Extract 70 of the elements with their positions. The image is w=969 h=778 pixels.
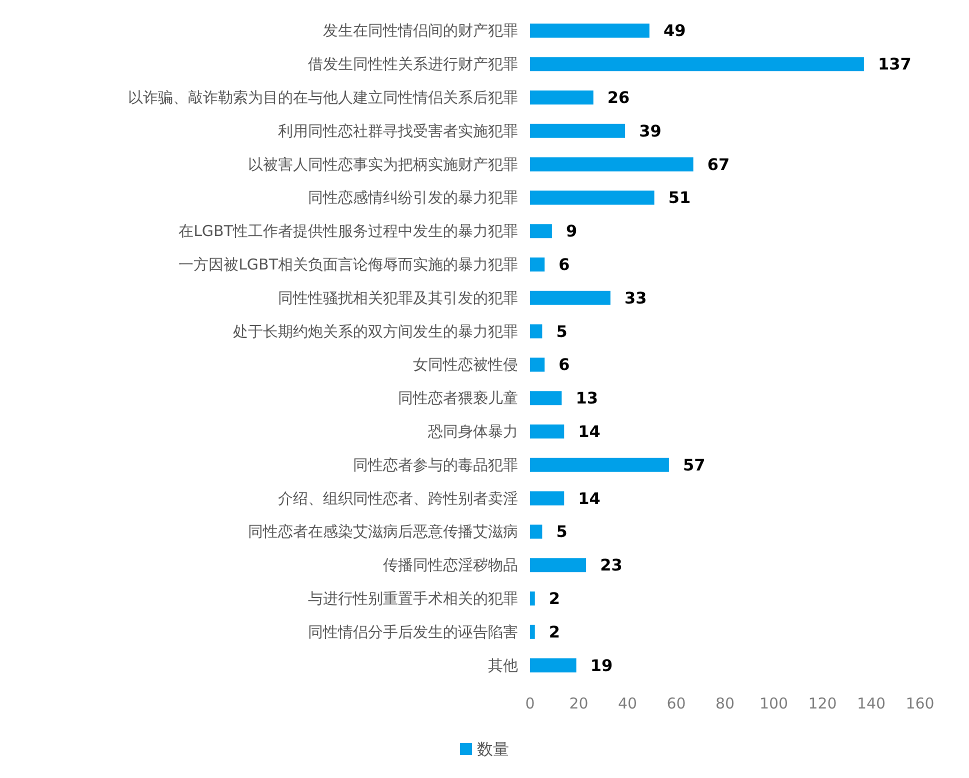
bar [530, 524, 542, 539]
y-tick-label: 同性情侣分手后发生的诬告陷害 [308, 622, 518, 641]
x-tick-label: 80 [715, 694, 735, 712]
legend-label: 数量 [477, 740, 509, 758]
y-tick-label: 与进行性别重置手术相关的犯罪 [308, 590, 518, 608]
bar [530, 290, 610, 305]
x-tick-label: 60 [666, 694, 686, 712]
y-tick-label: 同性恋者猥亵儿童 [398, 389, 518, 408]
y-tick-label: 利用同性恋社群寻找受害者实施犯罪 [278, 122, 518, 140]
data-label: 67 [707, 154, 730, 174]
x-tick-label: 140 [856, 694, 886, 712]
x-tick-label: 160 [906, 694, 934, 712]
data-label: 9 [566, 222, 578, 241]
bar [530, 624, 535, 639]
bar [530, 424, 564, 439]
y-tick-label: 同性性骚扰相关犯罪及其引发的犯罪 [278, 288, 518, 307]
data-label: 6 [558, 355, 570, 374]
bar [530, 591, 535, 606]
x-tick-label: 40 [618, 694, 638, 712]
y-tick-label: 女同性恋被性侵 [413, 356, 518, 374]
bar [530, 391, 562, 406]
bar [530, 24, 650, 38]
y-tick-label: 一方因被LGBT相关负面言论侮辱而实施的暴力犯罪 [178, 256, 518, 274]
bar [530, 558, 586, 572]
y-tick-label: 以诈骗、敲诈勒索为目的在与他人建立同性情侣关系后犯罪 [128, 88, 518, 106]
y-tick-label: 介绍、组织同性恋者、跨性别者卖淫 [278, 489, 518, 508]
y-tick-label: 其他 [488, 656, 518, 674]
x-tick-label: 120 [808, 694, 837, 712]
bar [530, 57, 864, 72]
y-tick-label: 同性恋者在感染艾滋病后恶意传播艾滋病 [248, 522, 518, 541]
y-tick-label: 传播同性恋淫秽物品 [383, 556, 518, 574]
bar [530, 157, 694, 172]
data-label: 39 [639, 121, 662, 140]
data-label: 2 [548, 622, 560, 642]
data-label: 137 [878, 54, 912, 74]
y-tick-label: 同性恋者参与的毒品犯罪 [353, 456, 518, 474]
y-tick-label: 在LGBT性工作者提供性服务过程中发生的暴力犯罪 [178, 222, 518, 240]
data-label: 6 [558, 255, 570, 274]
data-label: 2 [548, 589, 560, 608]
data-label: 14 [578, 488, 600, 508]
bar [530, 90, 594, 105]
data-label: 5 [556, 322, 568, 341]
data-label: 19 [590, 656, 613, 675]
bar [530, 257, 545, 272]
x-tick-label: 0 [525, 694, 535, 712]
y-tick-label: 发生在同性情侣间的财产犯罪 [323, 22, 518, 40]
data-label: 57 [682, 455, 706, 474]
data-label: 5 [556, 522, 568, 542]
data-label: 51 [668, 188, 691, 208]
bar [530, 190, 654, 205]
data-label: 23 [600, 556, 622, 575]
data-label: 26 [607, 88, 630, 107]
bar [530, 491, 564, 506]
data-label: 14 [578, 422, 600, 441]
data-label: 49 [663, 21, 686, 40]
bar [530, 658, 576, 672]
y-tick-label: 同性恋感情纠纷引发的暴力犯罪 [308, 188, 518, 207]
bar [530, 224, 552, 238]
bar [530, 458, 669, 472]
y-tick-label: 恐同身体暴力 [427, 422, 518, 440]
y-tick-label: 借发生同性性关系进行财产犯罪 [308, 55, 518, 74]
bar [530, 358, 545, 372]
data-label: 33 [624, 288, 647, 308]
y-tick-label: 处于长期约炮关系的双方间发生的暴力犯罪 [233, 322, 518, 340]
bar [530, 124, 626, 138]
x-tick-label: 100 [759, 694, 788, 712]
bar [530, 324, 542, 338]
data-label: 13 [576, 388, 598, 408]
x-tick-label: 20 [569, 694, 588, 712]
y-tick-label: 以被害人同性恋事实为把柄实施财产犯罪 [248, 155, 518, 174]
